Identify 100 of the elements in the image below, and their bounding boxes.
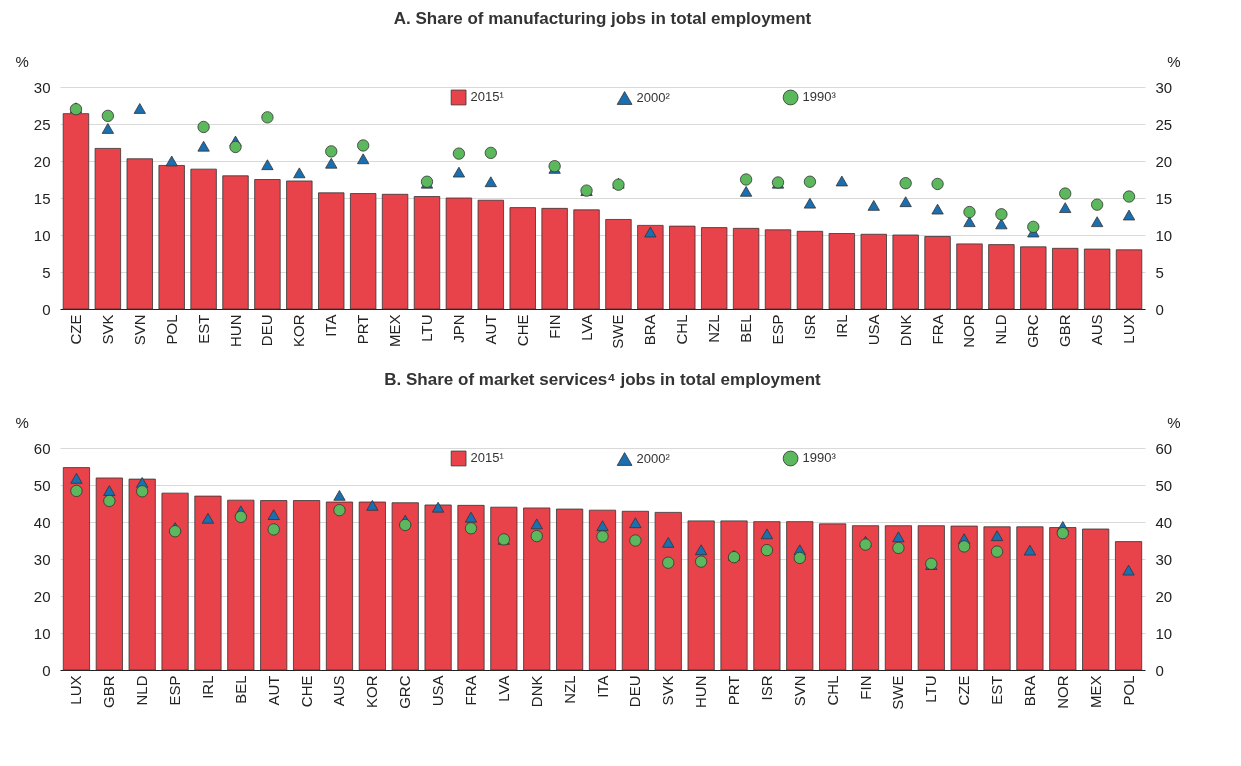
x-tick-label: GBR	[1056, 314, 1074, 348]
x-tick-label: MEX	[1086, 675, 1104, 709]
x-tick-label: IRL	[832, 314, 850, 338]
x-tick-label: SWE	[889, 675, 907, 710]
legend-label: 1990³	[802, 450, 837, 466]
y-tick-label: 30	[33, 78, 51, 96]
y2-tick-label: 0	[1155, 300, 1164, 318]
x-tick-label: FRA	[928, 314, 946, 345]
y2-tick-label: 0	[1155, 661, 1164, 679]
x-tick-label: KOR	[290, 314, 308, 348]
y-axis-title: %	[15, 52, 29, 70]
x-tick-label: HUN	[692, 675, 710, 708]
y2-tick-label: 25	[1155, 115, 1173, 133]
x-tick-label: BEL	[231, 675, 249, 704]
x-tick-label: NZL	[560, 675, 578, 704]
y2-tick-label: 10	[1155, 226, 1173, 244]
x-tick-label: NLD	[133, 675, 151, 706]
x-tick-label: NOR	[960, 314, 978, 348]
x-tick-label: DEU	[626, 675, 644, 708]
x-tick-label: HUN	[226, 314, 244, 347]
x-tick-label: NZL	[705, 314, 723, 343]
chart-title: A. Share of manufacturing jobs in total employment	[393, 9, 812, 28]
x-tick-label: ITA	[593, 675, 611, 698]
y-tick-label: 50	[33, 476, 51, 494]
y2-axis-title: %	[1167, 413, 1181, 431]
x-tick-label: JPN	[449, 314, 467, 343]
legend-label: 2000²	[636, 89, 671, 105]
x-tick-label: SVN	[790, 675, 808, 707]
x-tick-label: LUX	[67, 675, 85, 705]
x-tick-label: ISR	[800, 314, 818, 340]
y2-tick-label: 50	[1155, 476, 1173, 494]
x-tick-label: CHE	[297, 675, 315, 708]
x-tick-label: BEL	[737, 314, 755, 343]
x-tick-label: BRA	[1020, 675, 1038, 707]
x-tick-label: KOR	[363, 675, 381, 709]
x-tick-label: BRA	[641, 314, 659, 346]
x-tick-label: NLD	[992, 314, 1010, 345]
x-tick-label: FIN	[545, 314, 563, 339]
y-tick-label: 60	[33, 439, 51, 457]
x-tick-label: DNK	[527, 675, 545, 708]
legend-label: 2015¹	[470, 89, 505, 105]
y2-tick-label: 40	[1155, 513, 1173, 531]
legend-label: 2000²	[636, 450, 671, 466]
x-tick-label: POL	[162, 314, 180, 345]
y-tick-label: 10	[33, 624, 51, 642]
legend-label: 1990³	[802, 89, 837, 105]
y-tick-label: 0	[42, 661, 51, 679]
y-axis-title: %	[15, 413, 29, 431]
x-tick-label: USA	[864, 314, 882, 346]
x-tick-label: SWE	[609, 314, 627, 349]
y-tick-label: 15	[33, 189, 51, 207]
y-tick-label: 40	[33, 513, 51, 531]
y-tick-label: 10	[33, 226, 51, 244]
x-tick-label: LVA	[494, 675, 512, 702]
y-tick-label: 25	[33, 115, 51, 133]
y-tick-label: 30	[33, 550, 51, 568]
x-tick-label: SVN	[130, 314, 148, 346]
x-tick-label: CHL	[673, 314, 691, 345]
x-tick-label: DNK	[896, 314, 914, 347]
y2-tick-label: 60	[1155, 439, 1173, 457]
x-tick-label: LVA	[577, 314, 595, 341]
y2-tick-label: 5	[1155, 263, 1164, 281]
x-tick-label: LTU	[922, 675, 940, 703]
x-tick-label: GRC	[396, 675, 414, 709]
x-tick-label: CHL	[823, 675, 841, 706]
x-tick-label: CZE	[955, 675, 973, 706]
legend-label: 2015¹	[470, 450, 505, 466]
chart-title: B. Share of market services⁴ jobs in total employment	[384, 370, 822, 389]
x-tick-label: EST	[988, 675, 1006, 705]
x-tick-label: AUS	[1088, 314, 1106, 346]
y2-tick-label: 10	[1155, 624, 1173, 642]
y2-tick-label: 30	[1155, 78, 1173, 96]
x-tick-label: USA	[429, 675, 447, 707]
x-tick-label: ISR	[757, 675, 775, 701]
y-tick-label: 20	[33, 152, 51, 170]
x-tick-label: CHE	[513, 314, 531, 347]
y-tick-label: 5	[42, 263, 51, 281]
y2-axis-title: %	[1167, 52, 1181, 70]
y2-tick-label: 20	[1155, 587, 1173, 605]
y-tick-label: 0	[42, 300, 51, 318]
x-tick-label: GRC	[1024, 314, 1042, 348]
x-tick-label: PRT	[354, 314, 372, 345]
x-tick-label: SVK	[98, 314, 116, 345]
x-tick-label: IRL	[198, 675, 216, 699]
x-tick-label: AUT	[264, 675, 282, 706]
x-tick-label: NOR	[1053, 675, 1071, 709]
x-tick-label: AUS	[330, 675, 348, 707]
x-tick-label: GBR	[100, 675, 118, 709]
x-tick-label: LTU	[417, 314, 435, 342]
x-tick-label: DEU	[258, 314, 276, 347]
x-tick-label: SVK	[659, 675, 677, 706]
y-tick-label: 20	[33, 587, 51, 605]
y2-tick-label: 15	[1155, 189, 1173, 207]
x-tick-label: AUT	[481, 314, 499, 345]
x-tick-label: ESP	[166, 675, 184, 706]
x-tick-label: EST	[194, 314, 212, 344]
x-tick-label: LUX	[1120, 314, 1138, 344]
x-tick-label: FRA	[461, 675, 479, 706]
x-tick-label: MEX	[386, 314, 404, 348]
x-tick-label: CZE	[66, 314, 84, 345]
